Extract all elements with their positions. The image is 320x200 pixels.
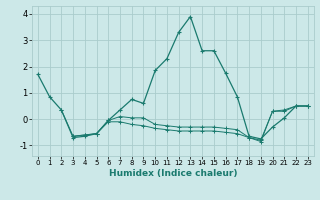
X-axis label: Humidex (Indice chaleur): Humidex (Indice chaleur) — [108, 169, 237, 178]
